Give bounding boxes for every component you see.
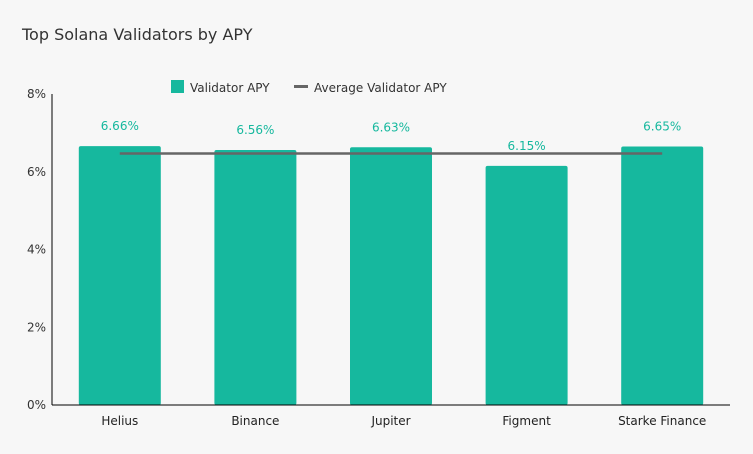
x-tick-label: Starke Finance (618, 414, 706, 428)
bar-starke-finance (621, 146, 704, 405)
chart-title: Top Solana Validators by APY (21, 25, 253, 44)
x-tick-label: Helius (101, 414, 138, 428)
legend-label-average: Average Validator APY (314, 81, 447, 95)
legend: Validator APY Average Validator APY (171, 80, 447, 95)
bar-binance (214, 149, 297, 405)
legend-swatch-average (294, 85, 308, 88)
legend-swatch-validator-apy (171, 80, 184, 93)
y-tick-label: 6% (27, 165, 46, 179)
data-label: 6.63% (372, 120, 410, 134)
x-axis: Helius Binance Jupiter Figment Starke Financ… (52, 404, 730, 428)
data-label: 6.65% (643, 119, 681, 133)
x-tick-label: Binance (231, 414, 279, 428)
x-tick-label: Jupiter (370, 414, 410, 428)
y-tick-label: 8% (27, 87, 46, 101)
data-label: 6.15% (508, 139, 546, 153)
data-label: 6.56% (236, 123, 274, 137)
bar-jupiter (350, 147, 432, 406)
bar-helius (78, 146, 161, 405)
legend-label-validator-apy: Validator APY (190, 81, 270, 95)
y-tick-label: 2% (27, 320, 46, 334)
y-tick-label: 0% (27, 398, 46, 412)
bar-figment (485, 165, 568, 405)
data-label: 6.66% (101, 119, 139, 133)
y-axis: 0% 2% 4% 6% 8% (27, 87, 53, 412)
y-tick-label: 4% (27, 243, 46, 257)
bars: 6.66% 6.56% 6.63% 6.15% 6.65% (78, 119, 704, 406)
x-tick-label: Figment (502, 414, 551, 428)
